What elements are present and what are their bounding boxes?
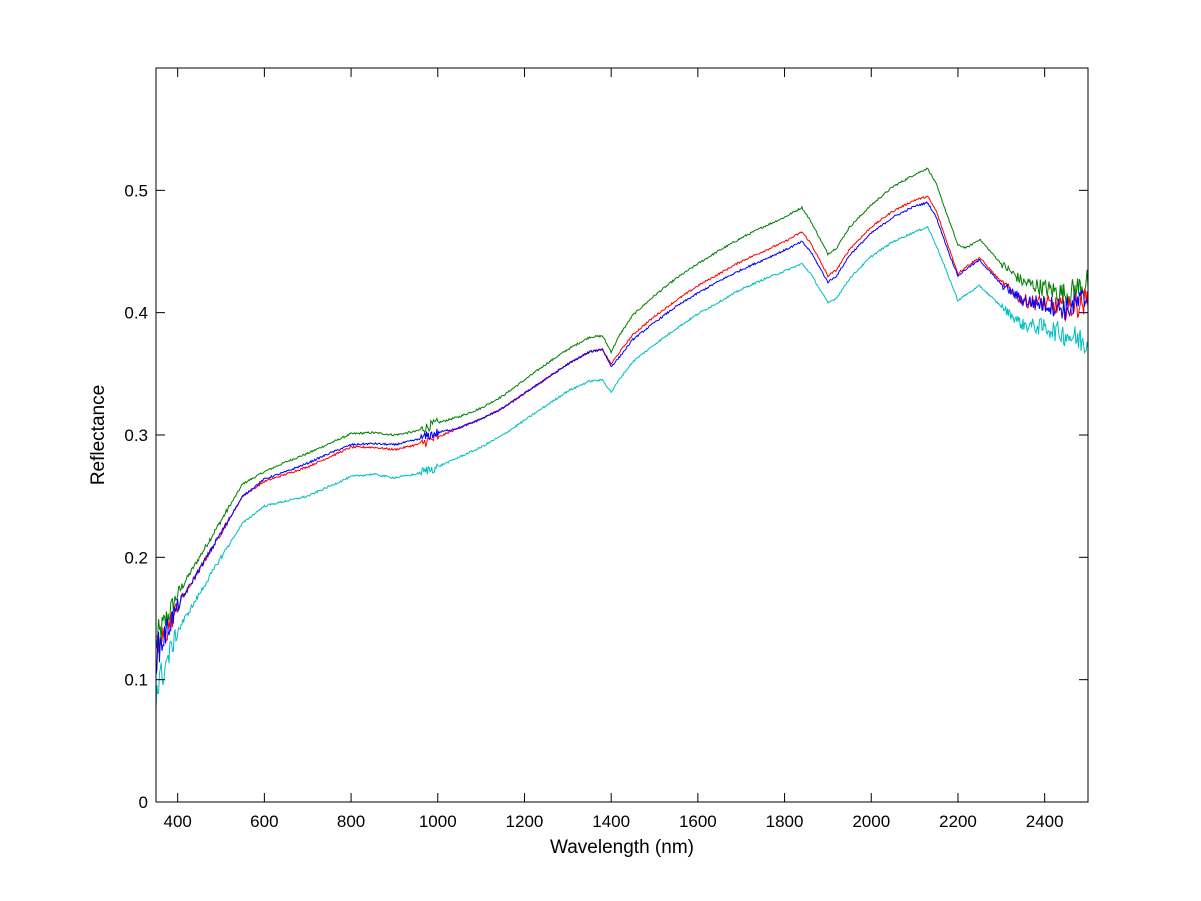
y-tick-label: 0 xyxy=(139,793,148,812)
y-tick-labels: 0 0.1 0.2 0.3 0.4 0.5 xyxy=(124,181,148,812)
x-tick-label: 1000 xyxy=(419,812,457,831)
series-line-4 xyxy=(155,226,1089,711)
y-axis-title: Reflectance xyxy=(88,385,109,485)
x-tick-label: 2200 xyxy=(939,812,977,831)
series-layer xyxy=(155,167,1089,711)
y-tick-label: 0.4 xyxy=(124,304,148,323)
x-tick-label: 2000 xyxy=(852,812,890,831)
series-line-3 xyxy=(155,201,1089,675)
y-tick-label: 0.1 xyxy=(124,671,148,690)
tick-layer xyxy=(156,68,1088,803)
x-tick-labels: 400 600 800 1000 1200 1400 1600 1800 2000 2200 240… xyxy=(163,812,1063,831)
x-tick-label: 1200 xyxy=(506,812,544,831)
y-tick-label: 0.2 xyxy=(124,548,148,567)
x-tick-label: 1800 xyxy=(766,812,804,831)
series-line-2 xyxy=(155,195,1089,655)
plot-area-background xyxy=(156,68,1088,802)
y-tick-label: 0.3 xyxy=(124,426,148,445)
x-tick-label: 800 xyxy=(337,812,365,831)
x-tick-label: 1400 xyxy=(592,812,630,831)
y-tick-label: 0.5 xyxy=(124,181,148,200)
series-line-1 xyxy=(155,167,1089,649)
x-axis-title: Wavelength (nm) xyxy=(550,837,694,858)
x-tick-label: 400 xyxy=(163,812,191,831)
x-tick-label: 600 xyxy=(250,812,278,831)
x-tick-label: 1600 xyxy=(679,812,717,831)
x-tick-label: 2400 xyxy=(1026,812,1064,831)
